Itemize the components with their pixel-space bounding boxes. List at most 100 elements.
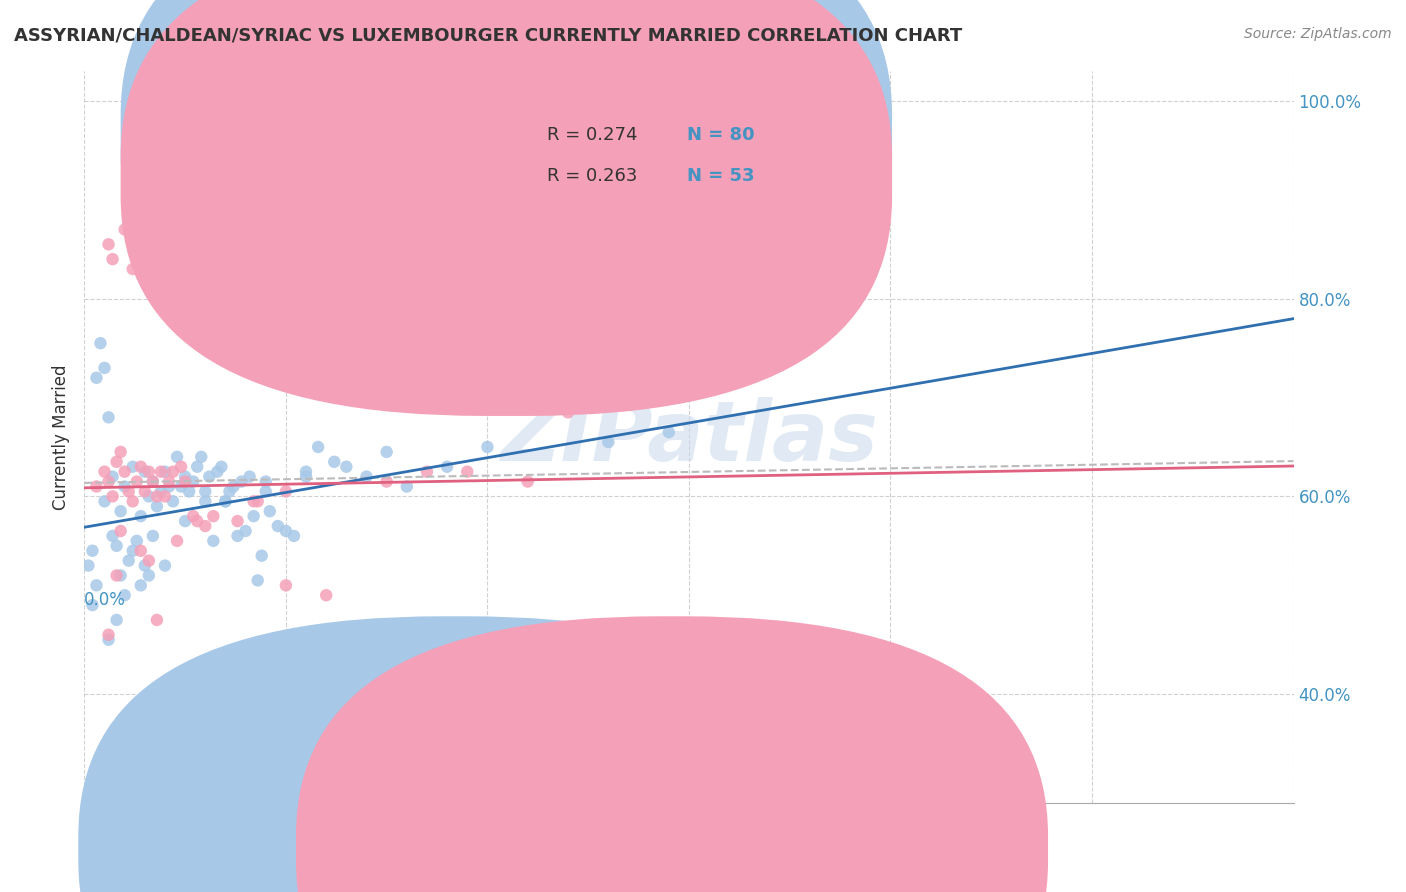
- Text: ASSYRIAN/CHALDEAN/SYRIAC VS LUXEMBOURGER CURRENTLY MARRIED CORRELATION CHART: ASSYRIAN/CHALDEAN/SYRIAC VS LUXEMBOURGER…: [14, 27, 962, 45]
- Point: [456, 465, 478, 479]
- Point: [146, 500, 169, 514]
- Text: Assyrians/Chaldeans/Syriacs: Assyrians/Chaldeans/Syriacs: [475, 841, 693, 856]
- Point: [82, 543, 104, 558]
- Point: [179, 484, 201, 499]
- Point: [194, 519, 217, 533]
- Point: [356, 469, 378, 483]
- Point: [186, 514, 208, 528]
- Text: Source: ZipAtlas.com: Source: ZipAtlas.com: [1244, 27, 1392, 41]
- Point: [375, 475, 398, 489]
- Point: [323, 455, 346, 469]
- Text: ZIPatlas: ZIPatlas: [501, 397, 877, 477]
- Text: N = 80: N = 80: [686, 126, 754, 144]
- Point: [214, 494, 236, 508]
- Point: [134, 212, 156, 227]
- Point: [274, 578, 297, 592]
- Point: [315, 588, 337, 602]
- Point: [146, 613, 169, 627]
- Point: [86, 479, 108, 493]
- Point: [218, 484, 240, 499]
- FancyBboxPatch shape: [297, 616, 1047, 892]
- Point: [134, 484, 156, 499]
- Point: [166, 450, 188, 464]
- Point: [129, 459, 152, 474]
- Point: [157, 479, 180, 493]
- Point: [146, 489, 169, 503]
- Point: [170, 459, 193, 474]
- Point: [114, 712, 136, 726]
- Point: [295, 469, 318, 483]
- Point: [101, 489, 124, 503]
- Point: [254, 484, 277, 499]
- Point: [93, 494, 115, 508]
- Point: [274, 484, 297, 499]
- Point: [174, 469, 197, 483]
- Point: [110, 524, 132, 538]
- Text: Luxembourgers: Luxembourgers: [693, 841, 811, 856]
- Point: [436, 459, 458, 474]
- Point: [97, 628, 120, 642]
- Point: [129, 509, 152, 524]
- Point: [222, 479, 245, 493]
- Point: [121, 494, 143, 508]
- Point: [114, 222, 136, 236]
- Point: [142, 475, 165, 489]
- Point: [198, 469, 221, 483]
- Point: [194, 484, 217, 499]
- Point: [134, 465, 156, 479]
- Point: [190, 450, 212, 464]
- Point: [138, 568, 160, 582]
- Point: [97, 410, 120, 425]
- Point: [138, 489, 160, 503]
- Point: [202, 533, 225, 548]
- Point: [121, 459, 143, 474]
- Point: [202, 509, 225, 524]
- Point: [174, 475, 197, 489]
- Point: [82, 598, 104, 612]
- Point: [97, 475, 120, 489]
- Point: [149, 465, 172, 479]
- Y-axis label: Currently Married: Currently Married: [52, 364, 70, 510]
- Point: [181, 475, 204, 489]
- Point: [105, 568, 128, 582]
- Point: [162, 465, 184, 479]
- Point: [129, 543, 152, 558]
- Point: [77, 558, 100, 573]
- Point: [121, 262, 143, 277]
- Point: [86, 371, 108, 385]
- Point: [181, 509, 204, 524]
- Point: [153, 558, 176, 573]
- Point: [207, 465, 229, 479]
- Point: [231, 475, 253, 489]
- Point: [226, 514, 249, 528]
- FancyBboxPatch shape: [79, 616, 831, 892]
- Point: [149, 484, 172, 499]
- Point: [242, 494, 264, 508]
- Point: [101, 469, 124, 483]
- Point: [226, 529, 249, 543]
- Text: R = 0.263: R = 0.263: [547, 168, 638, 186]
- Point: [162, 672, 184, 686]
- Point: [153, 489, 176, 503]
- Point: [516, 475, 538, 489]
- Point: [114, 465, 136, 479]
- Point: [375, 445, 398, 459]
- Point: [101, 529, 124, 543]
- Point: [114, 479, 136, 493]
- Point: [254, 475, 277, 489]
- Point: [186, 459, 208, 474]
- Point: [250, 549, 273, 563]
- Point: [557, 405, 579, 419]
- Point: [395, 479, 418, 493]
- Point: [125, 475, 148, 489]
- Point: [157, 475, 180, 489]
- Point: [118, 484, 141, 499]
- Point: [105, 613, 128, 627]
- Point: [477, 618, 499, 632]
- Point: [110, 504, 132, 518]
- Point: [138, 554, 160, 568]
- Point: [110, 568, 132, 582]
- Point: [170, 479, 193, 493]
- Point: [267, 519, 290, 533]
- Point: [153, 465, 176, 479]
